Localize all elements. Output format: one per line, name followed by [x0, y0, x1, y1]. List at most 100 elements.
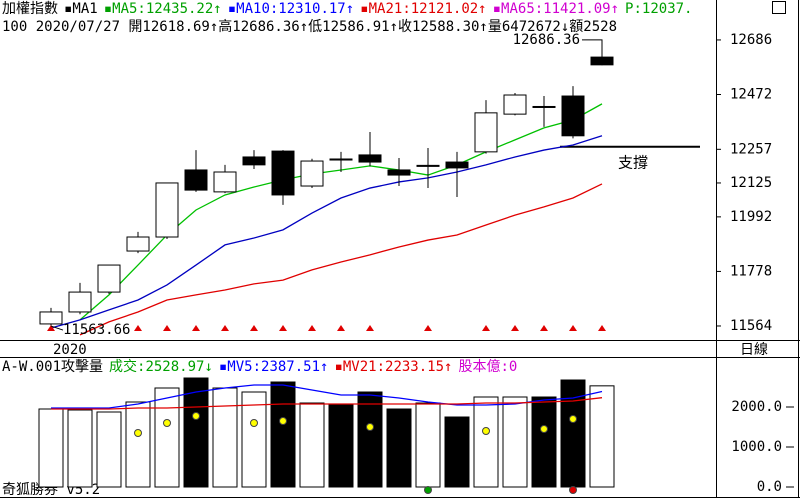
- signal-marker: [134, 325, 142, 331]
- header-item: 成交:2528.97↓: [109, 358, 213, 375]
- candle-body: [329, 158, 353, 161]
- candle-body: [358, 154, 382, 163]
- attack-dot: [279, 417, 287, 425]
- signal-marker: [569, 325, 577, 331]
- volume-bar: [444, 416, 470, 488]
- min-label: 11563.66: [63, 322, 130, 338]
- candle-body: [155, 182, 179, 238]
- volume-bar: [299, 402, 325, 488]
- header-item: ▪MA65:11421.09↑: [493, 1, 619, 17]
- volume-bar: [38, 408, 64, 488]
- signal-marker: [482, 325, 490, 331]
- y-tick-label: 11778: [730, 263, 772, 279]
- volume-bar: [357, 391, 383, 488]
- signal-marker: [540, 325, 548, 331]
- signal-marker: [337, 325, 345, 331]
- attack-dot: [482, 427, 490, 435]
- signal-dot: [569, 486, 577, 494]
- y-tick-label: 12472: [730, 86, 772, 102]
- signal-marker: [192, 325, 200, 331]
- signal-marker: [250, 325, 258, 331]
- volume-bar: [589, 385, 615, 488]
- candle-body: [532, 105, 556, 108]
- y-tick-label: 2000.0: [731, 399, 782, 415]
- quote-line: 100 2020/07/27 開12618.69↑高12686.36↑低1258…: [2, 18, 617, 35]
- attack-dot: [569, 415, 577, 423]
- volume-bar: [328, 404, 354, 488]
- header-item: P:12037.: [625, 1, 692, 17]
- signal-dot: [424, 486, 432, 494]
- candle-body: [184, 169, 208, 191]
- mv-line: [51, 397, 603, 410]
- attack-dot: [366, 423, 374, 431]
- signal-marker: [279, 325, 287, 331]
- candle-body: [97, 264, 121, 293]
- signal-marker: [366, 325, 374, 331]
- candle-body: [474, 112, 498, 153]
- y-tick-label: 12686: [730, 32, 772, 48]
- y-tick-label: 1000.0: [731, 439, 782, 455]
- x-tick-label: 2020: [53, 342, 87, 358]
- signal-marker: [221, 325, 229, 331]
- candle-body: [300, 160, 324, 187]
- candle-body: [590, 56, 614, 66]
- attack-dot: [540, 425, 548, 433]
- y-tick-label: 11564: [730, 318, 772, 334]
- indicator-header: 加權指數 ▪MA1 ▪MA5:12435.22↑ ▪MA10:12310.17↑ ▪MA…: [2, 1, 692, 17]
- candle-body: [242, 156, 266, 166]
- header-item: ▪MA1: [64, 1, 98, 17]
- candle-body: [561, 95, 585, 137]
- candle-body: [68, 291, 92, 313]
- candle-body: [126, 236, 150, 252]
- volume-bar: [212, 387, 238, 488]
- header-item: ▪MA21:12121.02↑: [360, 1, 486, 17]
- period-label: 日線: [740, 342, 768, 358]
- header-item: ▪MV5:2387.51↑: [219, 359, 329, 375]
- y-tick-label: 0.0: [757, 479, 782, 495]
- candle-body: [213, 171, 237, 193]
- volume-bar: [67, 409, 93, 488]
- min-leader: [50, 325, 64, 331]
- ma-line: [50, 135, 603, 329]
- signal-marker: [163, 325, 171, 331]
- volume-bar: [96, 411, 122, 488]
- volume-bar: [125, 401, 151, 488]
- candle-body: [387, 169, 411, 176]
- signal-marker: [308, 325, 316, 331]
- candle-body: [39, 311, 63, 325]
- candle-body: [416, 164, 440, 167]
- volume-bar: [270, 381, 296, 488]
- support-label: 支撐: [618, 153, 648, 171]
- volume-bar: [531, 396, 557, 488]
- candle-body: [445, 161, 469, 169]
- header-item: 股本億:0: [458, 359, 517, 375]
- header-item: 加權指數: [2, 1, 58, 17]
- y-tick-label: 11992: [730, 209, 772, 225]
- volume-bar: [183, 377, 209, 488]
- ma-line: [79, 183, 603, 336]
- max-label: 12686.36: [513, 32, 580, 48]
- signal-marker: [424, 325, 432, 331]
- y-tick-label: 12125: [730, 175, 772, 191]
- header-item: ▪MA5:12435.22↑: [104, 1, 222, 17]
- attack-dot: [250, 419, 258, 427]
- candle-body: [271, 150, 295, 196]
- header-item: A-W.001攻擊量: [2, 358, 103, 375]
- y-tick-label: 12257: [730, 141, 772, 157]
- window-button[interactable]: [772, 1, 786, 14]
- attack-dot: [192, 412, 200, 420]
- volume-bar: [473, 396, 499, 488]
- signal-marker: [598, 325, 606, 331]
- volume-header: A-W.001攻擊量 成交:2528.97↓ ▪MV5:2387.51↑ ▪MV21:…: [2, 358, 517, 375]
- signal-marker: [47, 325, 55, 331]
- attack-dot: [134, 429, 142, 437]
- signal-marker: [511, 325, 519, 331]
- mv-line: [51, 384, 603, 409]
- volume-bar: [386, 408, 412, 488]
- max-leader: [582, 39, 603, 46]
- attack-dot: [163, 419, 171, 427]
- volume-bar: [154, 387, 180, 488]
- volume-bar: [415, 402, 441, 488]
- volume-bar: [241, 391, 267, 488]
